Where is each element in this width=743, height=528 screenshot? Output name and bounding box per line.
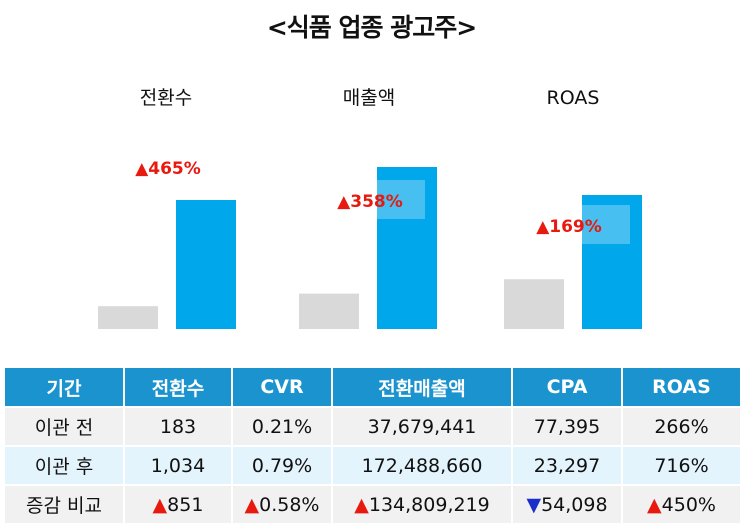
arrow-up-icon: ▲ <box>244 493 260 516</box>
header-roas: ROAS <box>621 366 742 408</box>
table-cell: 183 <box>123 406 233 447</box>
change-value: 54,098 <box>541 493 608 516</box>
table-row: 증감 비교 ▲851 ▲0.58% ▲134,809,219 ▼54,098 ▲… <box>3 484 742 525</box>
bar-before <box>504 279 564 329</box>
chart-title: ROAS <box>547 87 600 109</box>
bar-before <box>98 306 158 329</box>
header-conversions: 전환수 <box>123 366 233 408</box>
change-value: 450% <box>661 493 716 516</box>
table-header-row: 기간 전환수 CVR 전환매출액 CPA ROAS <box>3 366 742 408</box>
change-value: 851 <box>167 493 204 516</box>
chart-title: 전환수 <box>140 87 192 109</box>
change-label: ▲169% <box>536 217 602 237</box>
arrow-up-icon: ▲ <box>354 493 369 516</box>
bar-charts: 전환수 ▲465% 매출액 ▲358% ROAS ▲169% <box>98 87 642 329</box>
table-cell: 0.79% <box>231 445 333 486</box>
table-cell: 172,488,660 <box>331 445 513 486</box>
row-label: 증감 비교 <box>3 484 125 525</box>
table-cell: 266% <box>621 406 742 447</box>
table-cell: 77,395 <box>511 406 623 447</box>
comparison-table: 기간 전환수 CVR 전환매출액 CPA ROAS 이관 전 183 0.21%… <box>3 366 742 525</box>
table-cell: ▲134,809,219 <box>331 484 513 525</box>
table-cell: ▲851 <box>123 484 233 525</box>
row-label: 이관 후 <box>3 445 125 486</box>
bar-after <box>176 200 236 329</box>
table-cell: 1,034 <box>123 445 233 486</box>
header-period: 기간 <box>3 366 125 408</box>
arrow-up-icon: ▲ <box>152 493 168 516</box>
table-row: 이관 전 183 0.21% 37,679,441 77,395 266% <box>3 406 742 447</box>
arrow-up-icon: ▲ <box>647 493 662 516</box>
bar-after <box>377 167 437 329</box>
header-cpa: CPA <box>511 366 623 408</box>
label-highlight <box>580 205 630 244</box>
table-cell: 37,679,441 <box>331 406 513 447</box>
header-cvr: CVR <box>231 366 333 408</box>
chart-title: 매출액 <box>343 87 395 109</box>
table-cell: ▲0.58% <box>231 484 333 525</box>
arrow-down-icon: ▼ <box>526 493 542 516</box>
bar-before <box>299 293 359 329</box>
table-cell: 716% <box>621 445 742 486</box>
table-cell: 23,297 <box>511 445 623 486</box>
header-conversion-revenue: 전환매출액 <box>331 366 513 408</box>
change-value: 0.58% <box>259 493 320 516</box>
table-cell: ▲450% <box>621 484 742 525</box>
change-value: 134,809,219 <box>368 493 490 516</box>
table-row: 이관 후 1,034 0.79% 172,488,660 23,297 716% <box>3 445 742 486</box>
table-cell: ▼54,098 <box>511 484 623 525</box>
row-label: 이관 전 <box>3 406 125 447</box>
table-cell: 0.21% <box>231 406 333 447</box>
bar-after <box>582 195 642 329</box>
label-highlight <box>375 180 425 219</box>
change-label: ▲465% <box>135 159 201 179</box>
change-label: ▲358% <box>337 192 403 212</box>
page-title: <식품 업종 광고주> <box>266 13 477 42</box>
